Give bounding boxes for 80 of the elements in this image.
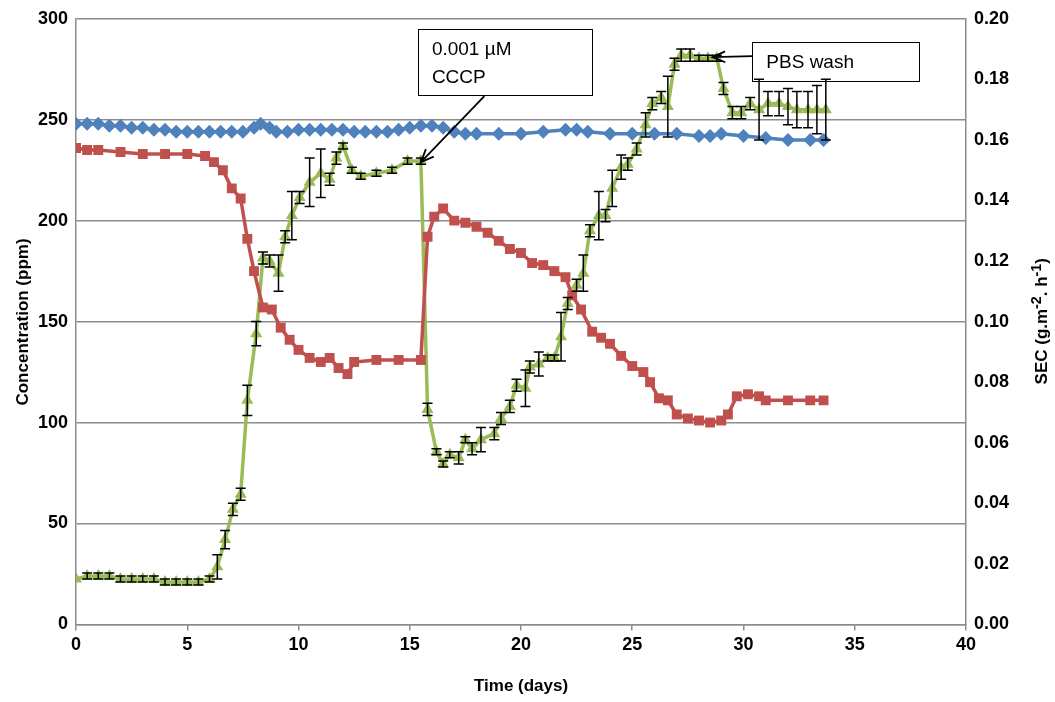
point: [213, 124, 228, 139]
y2-tick-label: 0.20: [973, 7, 1010, 28]
x-tick-label: 5: [182, 634, 193, 655]
point: [369, 124, 384, 139]
point: [124, 120, 139, 135]
x-tick-label: 40: [955, 634, 976, 655]
point: [569, 122, 584, 137]
point: [91, 116, 106, 131]
y-tick-label: 150: [37, 310, 69, 331]
point: [313, 122, 328, 137]
point: [202, 124, 217, 139]
point: [425, 118, 440, 133]
point: [347, 124, 362, 139]
y2-tick-label: 0.10: [973, 310, 1010, 331]
point: [336, 122, 351, 137]
point: [358, 124, 373, 139]
point: [803, 132, 818, 147]
x-axis-title: Time (days): [473, 676, 569, 696]
y-tick-label: 250: [37, 108, 69, 129]
y-tick-label: 100: [37, 411, 69, 432]
point: [780, 132, 795, 147]
x-tick-label: 20: [510, 634, 532, 655]
point: [291, 122, 306, 137]
point: [324, 122, 339, 137]
point: [280, 124, 295, 139]
point: [402, 120, 417, 135]
point: [380, 124, 395, 139]
point: [80, 116, 95, 131]
point: [491, 126, 506, 141]
point: [302, 122, 317, 137]
point: [191, 124, 206, 139]
point: [602, 126, 617, 141]
point: [135, 120, 150, 135]
y2-tick-label: 0.18: [973, 68, 1010, 89]
point: [691, 128, 706, 143]
point: [269, 124, 284, 139]
x-tick-label: 25: [622, 634, 643, 655]
x-tick-label: 15: [399, 634, 420, 655]
point: [169, 124, 184, 139]
point: [253, 116, 268, 131]
x-tick-label: 35: [844, 634, 865, 655]
x-tick-label: 10: [288, 634, 309, 655]
y2-tick-label: 0.04: [973, 492, 1010, 513]
y-tick-label: 0: [58, 613, 69, 634]
point: [469, 126, 484, 141]
point: [458, 126, 473, 141]
point: [558, 122, 573, 137]
y2-tick-label: 0.08: [973, 371, 1010, 392]
point: [158, 122, 173, 137]
point: [235, 124, 250, 139]
point: [758, 130, 773, 145]
point: [703, 128, 718, 143]
y-tick-label: 200: [37, 209, 69, 230]
point: [514, 126, 528, 141]
y2-tick-label: 0.06: [973, 431, 1010, 452]
y2-tick-label: 0.02: [973, 552, 1010, 573]
point: [714, 126, 729, 141]
y2-tick-label: 0.16: [973, 128, 1010, 149]
y2-tick-label: 0.00: [973, 613, 1010, 634]
point: [436, 120, 451, 135]
point: [413, 118, 428, 133]
x-tick-label: 0: [71, 634, 82, 655]
point: [580, 124, 595, 139]
point: [625, 126, 640, 141]
point: [536, 124, 551, 139]
point: [113, 118, 128, 133]
y-axis-title: Concentration (ppm): [12, 238, 33, 406]
point: [180, 124, 195, 139]
y2-tick-label: 0.14: [973, 189, 1010, 210]
point: [224, 124, 239, 139]
point: [391, 122, 406, 137]
point: [102, 118, 117, 133]
point: [669, 126, 684, 141]
x-tick-label: 30: [733, 634, 754, 655]
y-tick-label: 300: [37, 7, 69, 28]
point: [736, 128, 751, 143]
y2-tick-label: 0.12: [973, 250, 1010, 271]
y-tick-label: 50: [48, 512, 69, 533]
point: [647, 126, 662, 141]
point: [146, 122, 161, 137]
